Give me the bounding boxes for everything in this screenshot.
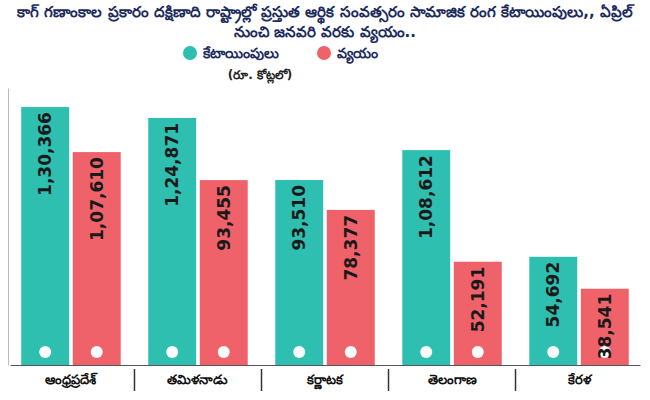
separators — [134, 369, 515, 391]
legend: కేటాయింపులు వ్యయం — [183, 45, 378, 64]
bar-dot — [91, 346, 103, 358]
bar — [73, 152, 121, 365]
bar — [148, 118, 196, 365]
x-axis: ఆంధ్రప్రదేశ్ తమిళనాడు కర్ణాటక తెలంగాణ కేరళ — [11, 365, 641, 390]
x-tick-label: కేరళ — [567, 372, 593, 387]
bar — [200, 180, 248, 365]
x-tick-label: కర్ణాటక — [306, 372, 344, 390]
data-label: 52,191 — [468, 267, 488, 333]
bar-dot — [218, 346, 230, 358]
x-tick: ఆంధ్రప్రదేశ్ — [45, 365, 98, 388]
legend-label: వ్యయం — [337, 45, 378, 64]
y-axis-line — [8, 89, 9, 366]
subtitle: (రూ. కోట్లలో) — [228, 68, 293, 84]
bar-dot — [293, 346, 305, 358]
bar-dot — [472, 346, 484, 358]
bar-dot — [420, 346, 432, 358]
bar-dot — [547, 346, 559, 358]
data-label: 1,24,871 — [162, 123, 182, 207]
data-label: 54,692 — [543, 262, 563, 328]
separator — [388, 369, 390, 391]
title-line: కాగ్ గణాంకాల ప్రకారం దక్షిణాది రాష్ట్రాల… — [16, 3, 635, 25]
data-label: 1,07,610 — [87, 157, 107, 241]
x-tick-label: తమిళనాడు — [167, 372, 228, 387]
chart: కాగ్ గణాంకాల ప్రకారం దక్షిణాది రాష్ట్రాల… — [0, 0, 650, 400]
x-tick-label: తెలంగాణ — [428, 372, 477, 387]
data-label: 1,08,612 — [416, 155, 436, 239]
bar — [454, 262, 502, 365]
x-tick-label: ఆంధ్రప్రదేశ్ — [45, 372, 98, 388]
bar-dot — [166, 346, 178, 358]
bar-dot — [39, 346, 51, 358]
title-line: నుంచి జనవరి వరకు వ్యయం.. — [234, 23, 416, 44]
bar — [402, 150, 450, 365]
y-axis — [8, 89, 9, 366]
x-tick: తమిళనాడు — [167, 365, 228, 387]
data-label: 93,510 — [289, 185, 309, 251]
legend-swatch — [183, 46, 197, 60]
bar — [529, 257, 577, 365]
x-tick: కర్ణాటక — [306, 365, 344, 390]
bar — [327, 210, 375, 365]
separator — [261, 369, 263, 391]
data-label: 78,377 — [341, 215, 361, 281]
bar — [21, 107, 69, 365]
data-label: 93,455 — [214, 185, 234, 251]
bars — [21, 107, 629, 365]
data-label: 1,30,366 — [35, 112, 55, 196]
title: కాగ్ గణాంకాల ప్రకారం దక్షిణాది రాష్ట్రాల… — [16, 3, 635, 44]
data-label: 38,541 — [595, 294, 615, 360]
legend-label: కేటాయింపులు — [202, 45, 279, 61]
bar-dot — [345, 346, 357, 358]
x-axis-line — [11, 365, 641, 366]
data-labels: 1,30,366 1,24,871 93,510 1,08,612 54,692 1,07… — [35, 112, 615, 359]
x-tick: కేరళ — [567, 365, 593, 387]
x-tick: తెలంగాణ — [428, 365, 477, 387]
bar — [581, 289, 629, 365]
separator — [515, 369, 517, 391]
legend-swatch — [317, 46, 331, 60]
bar — [275, 180, 323, 365]
separator — [134, 369, 136, 391]
